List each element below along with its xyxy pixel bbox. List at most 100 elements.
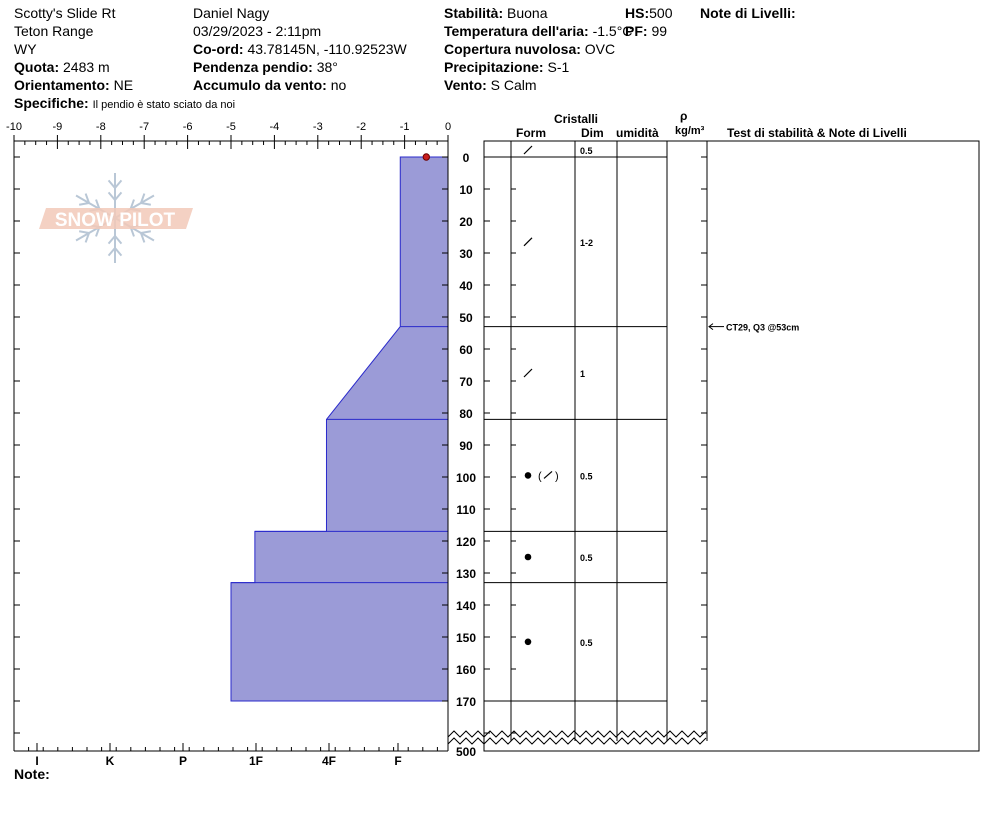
wind-loading: Accumulo da vento: no bbox=[193, 77, 346, 93]
state: WY bbox=[14, 41, 37, 57]
observation-datetime: 03/29/2023 - 2:11pm bbox=[193, 23, 322, 39]
depth-tick-label: 80 bbox=[459, 407, 473, 421]
precip-value: S-1 bbox=[547, 59, 570, 75]
slope-label: Pendenza pendio: bbox=[193, 59, 313, 75]
logo-flake-branch bbox=[114, 235, 123, 245]
aspect: Orientamento: NE bbox=[14, 77, 133, 93]
hardness-label: 1F bbox=[249, 754, 263, 768]
mountain-range: Teton Range bbox=[14, 23, 94, 39]
hardness-profile-area bbox=[230, 156, 449, 702]
depth-tick-label: 40 bbox=[459, 279, 473, 293]
depth-tick-label: 20 bbox=[459, 215, 473, 229]
elevation-value: 2483 m bbox=[63, 59, 110, 75]
depth-tick-label: 150 bbox=[456, 631, 476, 645]
logo-flake-branch bbox=[140, 202, 152, 206]
temp-tick-label: -7 bbox=[139, 121, 149, 133]
logo-flake-branch bbox=[95, 199, 101, 210]
depth-tick-label: 110 bbox=[456, 503, 476, 517]
depth-tick-label: 90 bbox=[459, 439, 473, 453]
depth-tick-label: 30 bbox=[459, 247, 473, 261]
tests-header: Test di stabilità & Note di Livelli bbox=[727, 126, 907, 140]
crystal-dim-label: 1 bbox=[580, 369, 585, 379]
depth-tick-label: 140 bbox=[456, 599, 476, 613]
crystal-form-faceted bbox=[523, 237, 533, 247]
wind-loading-value: no bbox=[330, 77, 347, 93]
depth-tick-label: 120 bbox=[456, 535, 476, 549]
aspect-value: NE bbox=[113, 77, 134, 93]
logo-flake-branch bbox=[84, 193, 90, 204]
logo-flake-branch bbox=[114, 191, 123, 201]
depth-break-zigzag-bottom bbox=[447, 737, 707, 745]
temp-tick-label: -6 bbox=[183, 121, 193, 133]
logo-flake-branch bbox=[140, 232, 146, 243]
humidity-header: umidità bbox=[616, 126, 659, 140]
wind-label: Vento: bbox=[444, 77, 487, 93]
crystal-form-rounded bbox=[524, 638, 532, 646]
crystal-form-secondary-faceted bbox=[543, 470, 553, 479]
wind-value: S Calm bbox=[490, 77, 537, 93]
logo-flake-branch bbox=[78, 230, 90, 234]
temp-tick-label: -1 bbox=[400, 121, 410, 133]
cloud-cover: Copertura nuvolosa: OVC bbox=[444, 41, 615, 57]
logo-flake-branch bbox=[107, 179, 116, 189]
temperature-point bbox=[422, 153, 430, 161]
logo-flake-branch bbox=[78, 202, 90, 206]
stability: Stabilità: Buona bbox=[444, 5, 548, 21]
hardness-label: F bbox=[394, 754, 401, 768]
temp-tick-label: -2 bbox=[356, 121, 366, 133]
wind-loading-label: Accumulo da vento: bbox=[193, 77, 327, 93]
logo-flake-branch bbox=[140, 230, 152, 234]
logo-flake-branch bbox=[107, 247, 116, 257]
hardness-label: K bbox=[106, 754, 115, 768]
hs: HS:500 bbox=[625, 5, 672, 21]
crystal-form-secondary-close: ) bbox=[555, 470, 559, 482]
temp-tick-label: -3 bbox=[313, 121, 323, 133]
crystal-form-faceted bbox=[523, 145, 533, 155]
density-unit-header: kg/m³ bbox=[675, 125, 705, 137]
specifics-value: Il pendio è stato sciato da noi bbox=[92, 99, 236, 111]
air-temp-label: Temperatura dell'aria: bbox=[444, 23, 589, 39]
depth-tick-label: 170 bbox=[456, 695, 476, 709]
depth-tick-label: 100 bbox=[456, 471, 476, 485]
logo-flake-branch bbox=[140, 193, 146, 204]
notes-label: Note: bbox=[14, 766, 50, 782]
temp-tick-label: -5 bbox=[226, 121, 236, 133]
air-temp-value: -1.5°C bbox=[592, 23, 633, 39]
hardness-label: 4F bbox=[322, 754, 336, 768]
specifics-label: Specifiche: bbox=[14, 95, 89, 111]
observer: Daniel Nagy bbox=[193, 5, 270, 21]
logo-flake-branch bbox=[107, 191, 116, 201]
crystal-dim-label: 0.5 bbox=[580, 471, 593, 481]
stability-test-arrowhead bbox=[708, 323, 714, 331]
slope-angle: Pendenza pendio: 38° bbox=[193, 59, 338, 75]
location-name: Scotty's Slide Rt bbox=[14, 5, 116, 21]
aspect-label: Orientamento: bbox=[14, 77, 110, 93]
logo-band bbox=[39, 208, 193, 229]
crystal-form-faceted bbox=[523, 368, 533, 378]
dim-header: Dim bbox=[581, 126, 604, 140]
temp-tick-label: 0 bbox=[445, 121, 451, 133]
crystal-form-rounded bbox=[524, 472, 532, 479]
logo-flake-branch bbox=[129, 199, 135, 210]
pf-value: 99 bbox=[651, 23, 668, 39]
precipitation: Precipitazione: S-1 bbox=[444, 59, 569, 75]
coord-value: 43.78145N, -110.92523W bbox=[247, 41, 407, 57]
elevation-label: Quota: bbox=[14, 59, 60, 75]
logo-flake-branch bbox=[114, 247, 123, 257]
crystal-form-rounded bbox=[524, 553, 532, 561]
temp-tick-label: -10 bbox=[6, 121, 22, 133]
coordinates: Co-ord: 43.78145N, -110.92523W bbox=[193, 41, 407, 57]
pf: PF: 99 bbox=[625, 23, 667, 39]
depth-bottom-label: 500 bbox=[456, 745, 476, 759]
hs-label: HS: bbox=[625, 5, 650, 21]
depth-tick-label: 70 bbox=[459, 375, 473, 389]
logo-flake-branch bbox=[114, 179, 123, 189]
precip-label: Precipitazione: bbox=[444, 59, 544, 75]
rho-header: ρ bbox=[680, 109, 688, 123]
cloud-label: Copertura nuvolosa: bbox=[444, 41, 581, 57]
stability-label: Stabilità: bbox=[444, 5, 504, 21]
crystal-dim-label: 0.5 bbox=[580, 146, 593, 156]
logo-flake-branch bbox=[84, 232, 90, 243]
depth-break-zigzag-top bbox=[447, 730, 707, 738]
